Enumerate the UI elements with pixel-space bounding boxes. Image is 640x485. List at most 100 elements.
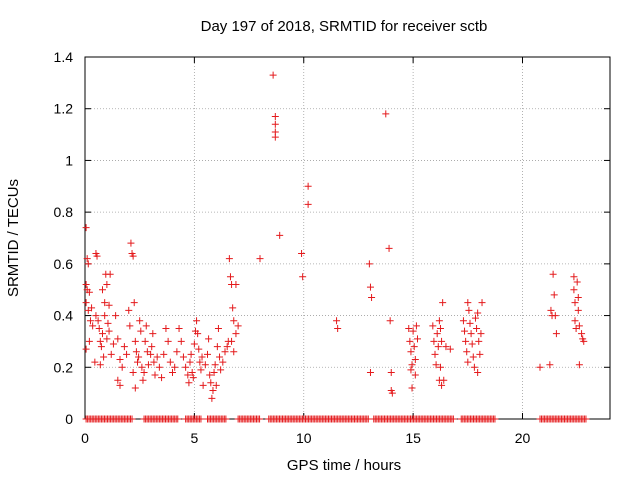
data-point bbox=[127, 239, 135, 247]
data-point bbox=[109, 340, 117, 348]
data-point-zero bbox=[174, 415, 182, 423]
data-point-zero bbox=[197, 415, 205, 423]
data-point bbox=[120, 343, 128, 351]
data-point bbox=[141, 337, 149, 345]
data-point bbox=[429, 322, 437, 330]
data-point bbox=[536, 363, 544, 371]
data-point bbox=[446, 345, 454, 353]
data-point bbox=[469, 353, 477, 361]
data-point bbox=[216, 353, 224, 361]
data-point bbox=[298, 250, 306, 258]
x-tick-label: 15 bbox=[405, 430, 421, 446]
data-point bbox=[185, 379, 193, 387]
data-point bbox=[139, 376, 147, 384]
y-tick-label: 0 bbox=[65, 411, 73, 427]
data-point bbox=[101, 312, 109, 320]
data-point bbox=[196, 358, 204, 366]
data-point bbox=[474, 368, 482, 376]
data-point bbox=[107, 350, 115, 358]
data-point bbox=[197, 366, 205, 374]
data-point bbox=[155, 363, 163, 371]
data-point bbox=[232, 330, 240, 338]
data-point bbox=[573, 278, 581, 286]
y-tick-label: 1.4 bbox=[54, 49, 74, 65]
data-point bbox=[149, 330, 157, 338]
data-point bbox=[471, 314, 479, 322]
data-point bbox=[160, 350, 168, 358]
data-point bbox=[208, 394, 216, 402]
data-point bbox=[123, 350, 131, 358]
data-point bbox=[436, 363, 444, 371]
data-point bbox=[408, 384, 416, 392]
data-point bbox=[205, 335, 213, 343]
data-point bbox=[225, 255, 233, 263]
data-point bbox=[182, 363, 190, 371]
data-point bbox=[333, 317, 341, 325]
data-point bbox=[221, 348, 229, 356]
data-point bbox=[84, 260, 92, 268]
data-point bbox=[442, 343, 450, 351]
data-point bbox=[214, 325, 222, 332]
data-point bbox=[88, 304, 96, 312]
data-point bbox=[103, 281, 111, 289]
data-point-zero bbox=[491, 415, 499, 423]
data-point bbox=[578, 330, 586, 338]
data-point bbox=[140, 368, 148, 376]
data-point bbox=[82, 281, 90, 289]
y-axis-label: SRMTID / TECUs bbox=[5, 179, 22, 297]
x-tick-label: 10 bbox=[296, 430, 312, 446]
data-point bbox=[130, 299, 138, 307]
data-point bbox=[475, 337, 483, 345]
data-point bbox=[112, 312, 120, 320]
data-point bbox=[188, 368, 196, 376]
data-point bbox=[464, 358, 472, 366]
data-point bbox=[134, 358, 141, 366]
data-point bbox=[382, 110, 390, 118]
data-point bbox=[166, 358, 174, 366]
data-point bbox=[550, 291, 558, 299]
data-point bbox=[226, 273, 234, 281]
data-point bbox=[92, 312, 100, 320]
data-point bbox=[118, 363, 126, 371]
y-tick-label: 1 bbox=[65, 152, 73, 168]
data-point bbox=[175, 325, 183, 332]
data-markers bbox=[82, 71, 590, 423]
data-point bbox=[476, 350, 484, 358]
data-point bbox=[366, 283, 374, 291]
data-point bbox=[114, 376, 122, 384]
data-point bbox=[304, 200, 312, 208]
data-point bbox=[142, 322, 150, 330]
data-point bbox=[234, 322, 242, 330]
data-point bbox=[190, 340, 198, 348]
data-point bbox=[463, 348, 471, 356]
data-point bbox=[212, 381, 220, 389]
data-point bbox=[96, 361, 104, 369]
data-point bbox=[470, 363, 478, 371]
data-point bbox=[467, 330, 475, 338]
data-point bbox=[411, 356, 419, 364]
data-point bbox=[304, 182, 312, 190]
data-point bbox=[406, 337, 414, 345]
data-point bbox=[365, 260, 373, 268]
data-point bbox=[433, 330, 441, 338]
data-point bbox=[97, 343, 105, 351]
data-point bbox=[93, 252, 101, 260]
data-point bbox=[436, 325, 444, 332]
data-point bbox=[228, 337, 236, 345]
data-point bbox=[439, 299, 447, 307]
data-point bbox=[571, 299, 579, 307]
data-point bbox=[468, 340, 476, 348]
data-point bbox=[431, 350, 439, 358]
data-point bbox=[230, 317, 238, 325]
data-point bbox=[106, 270, 114, 278]
data-point bbox=[169, 368, 176, 376]
data-point bbox=[129, 368, 137, 376]
data-point bbox=[164, 337, 172, 345]
data-point bbox=[206, 371, 214, 379]
data-point bbox=[131, 384, 139, 392]
data-point-zero bbox=[449, 415, 457, 423]
data-point bbox=[461, 327, 469, 335]
data-point bbox=[158, 374, 166, 382]
x-tick-label: 20 bbox=[515, 430, 531, 446]
